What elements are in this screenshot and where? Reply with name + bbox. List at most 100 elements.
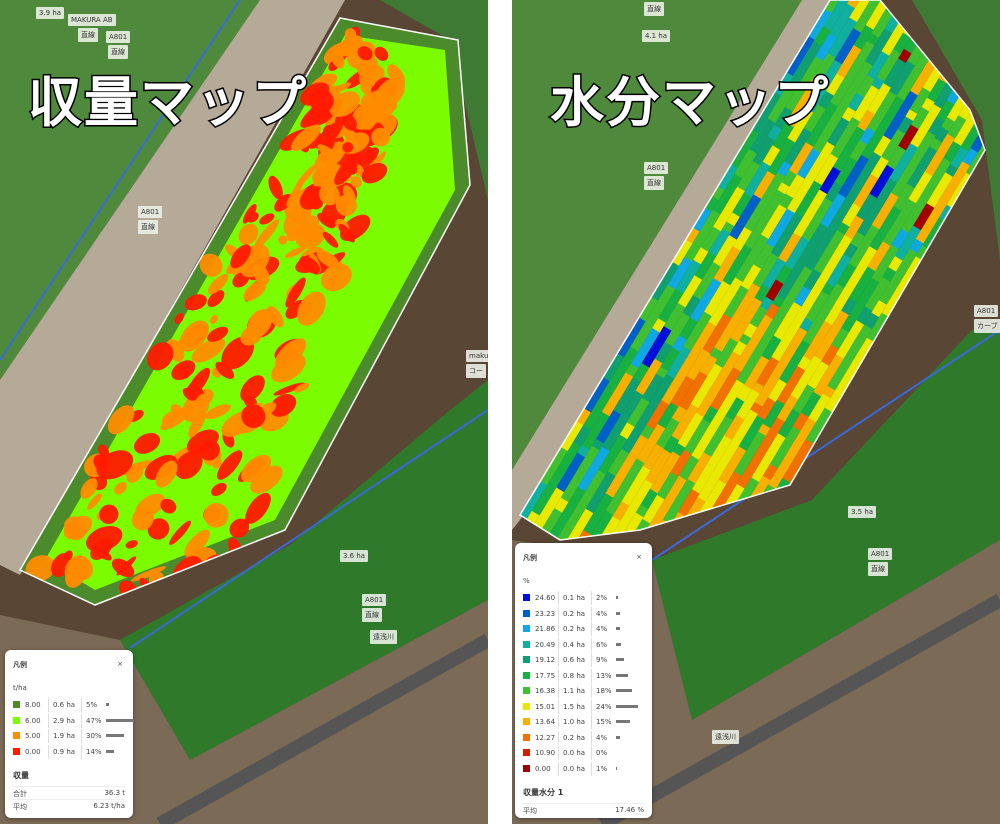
legend-row: 24.60 0.1 ha 2% xyxy=(523,591,643,605)
share-bar xyxy=(616,596,618,599)
separator xyxy=(591,746,592,760)
summary-label: 合計 xyxy=(13,790,27,798)
map-label: 3.6 ha xyxy=(340,550,369,562)
share-bar xyxy=(106,734,124,737)
legend-row: 21.86 0.2 ha 4% xyxy=(523,622,643,636)
moisture-panel: 水分マップ 凡例 ×% 24.60 0.1 ha 2% 23.23 0.2 ha 4% 21.8… xyxy=(512,0,1000,824)
separator xyxy=(591,684,592,698)
separator xyxy=(558,730,559,745)
legend-title: 凡例 xyxy=(13,661,27,669)
separator xyxy=(591,606,592,621)
separator xyxy=(558,746,559,760)
close-button[interactable]: × xyxy=(117,660,123,668)
separator xyxy=(81,698,82,712)
map-label: 直線 xyxy=(78,28,98,42)
area: 0.8 ha xyxy=(563,671,586,680)
separator xyxy=(558,715,559,729)
separator xyxy=(558,668,559,683)
share-bar xyxy=(616,689,633,692)
share: 1% xyxy=(596,764,608,773)
separator xyxy=(558,606,559,621)
share: 30% xyxy=(86,732,102,740)
value: 10.90 xyxy=(535,749,556,757)
separator xyxy=(558,653,559,667)
unit-label: t/ha xyxy=(13,684,27,692)
unit-label: % xyxy=(523,577,530,585)
value: 19.12 xyxy=(535,656,556,664)
share-bar xyxy=(616,720,630,723)
swatch xyxy=(523,594,530,601)
share: 18% xyxy=(596,687,612,695)
swatch xyxy=(13,732,20,739)
map-label: A801 xyxy=(106,31,131,43)
value: 12.27 xyxy=(535,733,556,742)
area: 0.4 ha xyxy=(563,640,586,649)
summary-title: 収量水分 1 xyxy=(523,788,564,797)
area: 0.1 ha xyxy=(563,594,586,602)
separator xyxy=(591,761,592,776)
share-bar xyxy=(106,703,109,706)
share-bar xyxy=(616,642,622,646)
area: 0.2 ha xyxy=(563,733,586,742)
map-label: 直線 xyxy=(138,220,158,234)
swatch xyxy=(523,687,530,694)
separator xyxy=(48,729,49,743)
share: 0% xyxy=(596,749,608,757)
area: 0.6 ha xyxy=(53,701,76,709)
separator xyxy=(81,729,82,743)
share-bar xyxy=(616,658,625,661)
share: 2% xyxy=(596,594,608,602)
summary-title: 収量 xyxy=(13,771,29,780)
separator xyxy=(591,637,592,652)
separator xyxy=(81,744,82,759)
share: 13% xyxy=(596,671,612,680)
legend-row: 12.27 0.2 ha 4% xyxy=(523,730,643,745)
share: 15% xyxy=(596,718,612,726)
legend-row: 10.90 0.0 ha 0% xyxy=(523,746,643,760)
value: 24.60 xyxy=(535,594,556,602)
map-label: コー xyxy=(466,364,486,378)
map-label: 直線 xyxy=(644,2,664,16)
area: 1.5 ha xyxy=(563,702,586,711)
swatch xyxy=(13,747,20,755)
map-label: 3.9 ha xyxy=(36,7,65,19)
swatch xyxy=(523,764,530,772)
share: 14% xyxy=(86,747,102,756)
legend-row: 0.00 0.0 ha 1% xyxy=(523,761,643,776)
share-bar xyxy=(616,735,620,739)
legend-row: 20.49 0.4 ha 6% xyxy=(523,637,643,652)
map-label: A801 xyxy=(138,206,163,218)
legend-row: 23.23 0.2 ha 4% xyxy=(523,606,643,621)
area: 1.1 ha xyxy=(563,687,586,695)
separator xyxy=(48,713,49,728)
value: 23.23 xyxy=(535,609,556,618)
separator xyxy=(558,699,559,714)
separator xyxy=(591,699,592,714)
value: 16.38 xyxy=(535,687,556,695)
value: 17.75 xyxy=(535,671,556,680)
legend-row: 0.00 0.9 ha 14% xyxy=(13,744,133,759)
area: 1.0 ha xyxy=(563,718,586,726)
summary-value: 36.3 t xyxy=(104,789,125,797)
value: 15.01 xyxy=(535,702,556,711)
share: 6% xyxy=(596,640,608,649)
separator xyxy=(558,637,559,652)
swatch xyxy=(523,625,530,632)
share: 4% xyxy=(596,609,608,618)
value: 20.49 xyxy=(535,640,556,649)
close-button[interactable]: × xyxy=(636,553,642,561)
legend-row: 5.00 1.9 ha 30% xyxy=(13,729,133,743)
share-bar xyxy=(106,718,135,722)
summary-value: 6.23 t/ha xyxy=(93,802,125,810)
legend: 凡例 ×% 24.60 0.1 ha 2% 23.23 0.2 ha 4% 21.86 0.2 h… xyxy=(515,543,652,818)
map-label: 4.1 ha xyxy=(642,30,671,42)
share-bar xyxy=(616,611,620,615)
swatch xyxy=(523,609,530,617)
swatch xyxy=(523,718,530,725)
area: 0.0 ha xyxy=(563,764,586,773)
legend-row: 6.00 2.9 ha 47% xyxy=(13,713,135,728)
legend-row: 19.12 0.6 ha 9% xyxy=(523,653,643,667)
area: 0.2 ha xyxy=(563,625,586,633)
map-label: A801 xyxy=(974,305,999,317)
share: 47% xyxy=(86,716,102,725)
